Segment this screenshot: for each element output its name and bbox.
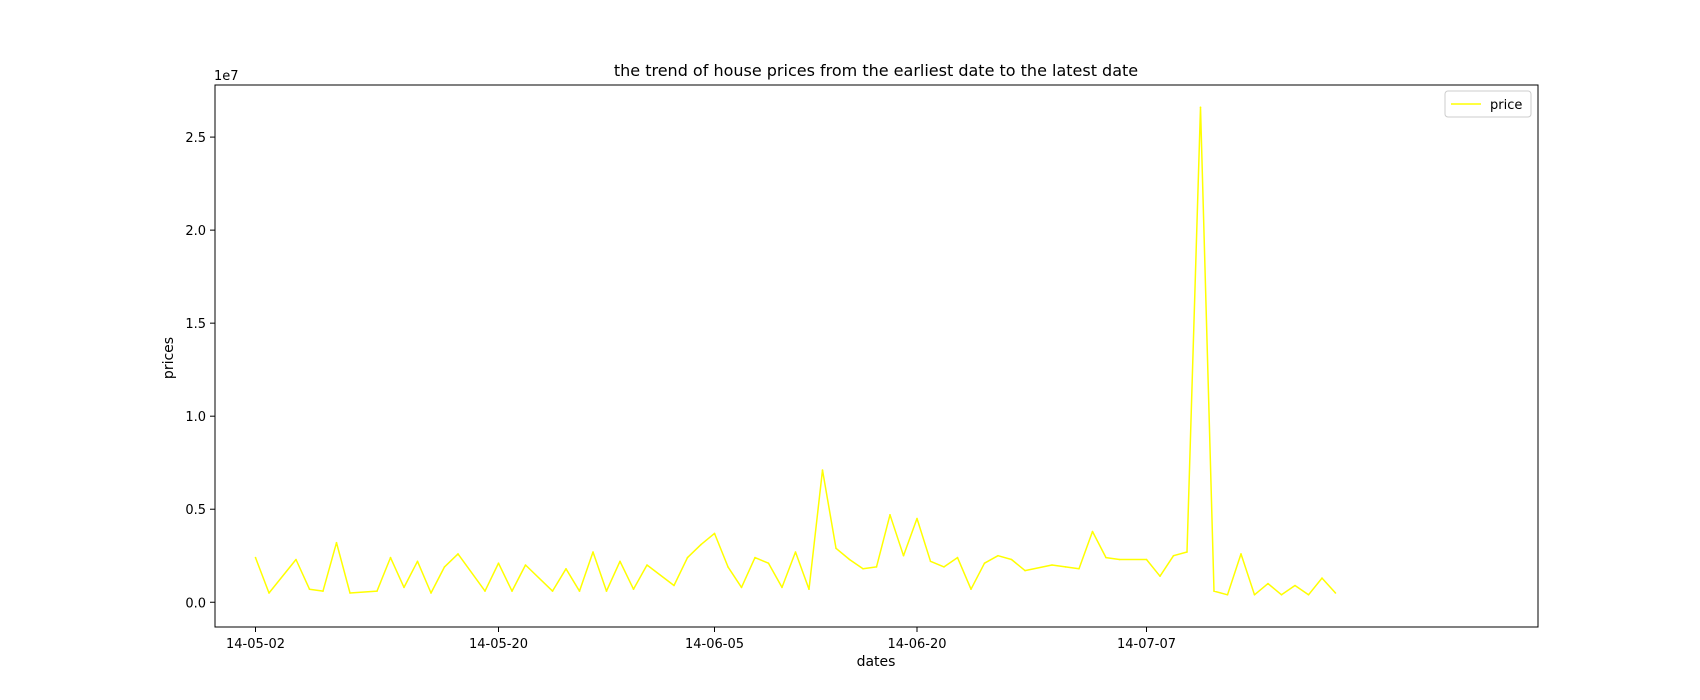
data-point <box>308 588 311 590</box>
y-scale-label: 1e7 <box>214 69 239 84</box>
data-point <box>1334 592 1337 594</box>
data-point <box>1064 566 1067 568</box>
data-point <box>268 592 270 594</box>
data-point <box>943 566 945 568</box>
data-point <box>686 556 689 559</box>
data-point <box>767 562 770 564</box>
y-tick-label: 0.0 <box>185 596 206 611</box>
data-point <box>322 590 324 592</box>
data-point <box>632 588 635 590</box>
data-point <box>983 562 986 564</box>
data-point <box>808 588 810 590</box>
data-point <box>1145 558 1148 561</box>
data-point <box>416 560 419 563</box>
data-point <box>524 564 527 566</box>
legend-label-price: price <box>1490 98 1522 113</box>
x-axis-ticks: 14-05-02 14-05-20 14-06-05 14-06-20 14-07-07 <box>226 627 1176 652</box>
series-line-price <box>254 106 1337 596</box>
data-point <box>740 586 743 589</box>
legend: price <box>1444 90 1532 118</box>
chart-title: the trend of house prices from the earli… <box>614 61 1138 80</box>
data-point <box>875 566 878 568</box>
data-point <box>1078 568 1080 570</box>
data-point <box>565 568 567 570</box>
x-tick-label: 14-06-20 <box>887 637 946 652</box>
data-point <box>1172 554 1175 557</box>
legend-box <box>1444 90 1532 118</box>
data-point <box>970 588 972 590</box>
data-point <box>376 590 378 592</box>
data-point <box>1186 551 1188 553</box>
x-axis-label: dates <box>857 654 896 670</box>
data-point <box>430 592 432 594</box>
data-point <box>862 568 864 570</box>
data-point <box>700 543 702 546</box>
data-point <box>335 541 338 544</box>
data-point <box>916 517 918 520</box>
data-point <box>1159 575 1161 577</box>
data-point <box>389 556 392 559</box>
data-point <box>646 564 648 566</box>
x-tick-label: 14-06-05 <box>685 637 744 652</box>
y-tick-label: 2.5 <box>185 131 206 146</box>
y-axis-label: prices <box>161 337 177 379</box>
data-point <box>457 553 459 555</box>
data-point <box>1294 584 1296 587</box>
data-point <box>835 547 837 550</box>
data-point <box>1199 106 1202 109</box>
data-point <box>578 590 581 592</box>
data-point <box>1280 594 1283 596</box>
data-point <box>754 556 756 559</box>
data-point <box>1321 577 1323 579</box>
data-point <box>551 590 554 592</box>
data-point <box>929 560 932 563</box>
x-tick-label: 14-05-02 <box>226 637 285 652</box>
data-point <box>295 558 297 561</box>
data-point <box>497 562 500 564</box>
data-point <box>1307 594 1310 596</box>
data-point <box>592 551 594 553</box>
data-point <box>403 586 405 589</box>
data-point <box>1240 553 1242 555</box>
y-tick-label: 0.5 <box>185 503 206 518</box>
data-point <box>713 532 716 535</box>
data-point <box>794 551 797 553</box>
plot-frame <box>214 84 1539 628</box>
data-point <box>1253 594 1256 596</box>
data-point <box>821 469 824 471</box>
data-point <box>1105 556 1107 559</box>
data-point <box>1118 558 1121 561</box>
y-axis-ticks: 0.0 0.5 1.0 1.5 2.0 2.5 <box>185 131 215 611</box>
data-point <box>484 590 486 592</box>
data-point <box>673 584 675 587</box>
data-point <box>727 566 729 568</box>
x-tick-label: 14-05-20 <box>469 637 528 652</box>
data-point <box>605 590 608 592</box>
data-point <box>511 590 513 592</box>
data-point <box>349 592 351 594</box>
y-tick-label: 2.0 <box>185 224 206 239</box>
x-tick-label: 14-07-07 <box>1117 637 1176 652</box>
data-point <box>1010 558 1013 561</box>
data-point <box>997 554 999 557</box>
data-point <box>619 560 621 563</box>
data-point <box>1051 564 1053 566</box>
data-point <box>1267 582 1269 585</box>
data-point <box>443 566 446 568</box>
data-point <box>1226 594 1229 596</box>
data-point <box>848 558 851 561</box>
plot-area <box>254 106 1337 596</box>
data-point <box>1213 590 1215 592</box>
data-point <box>1024 569 1026 572</box>
data-point <box>956 556 959 559</box>
data-point <box>781 586 783 589</box>
data-point <box>1091 530 1094 533</box>
data-point <box>889 514 891 516</box>
y-tick-label: 1.0 <box>185 410 206 425</box>
data-point <box>902 554 905 557</box>
data-point <box>254 556 257 559</box>
y-tick-label: 1.5 <box>185 317 206 332</box>
